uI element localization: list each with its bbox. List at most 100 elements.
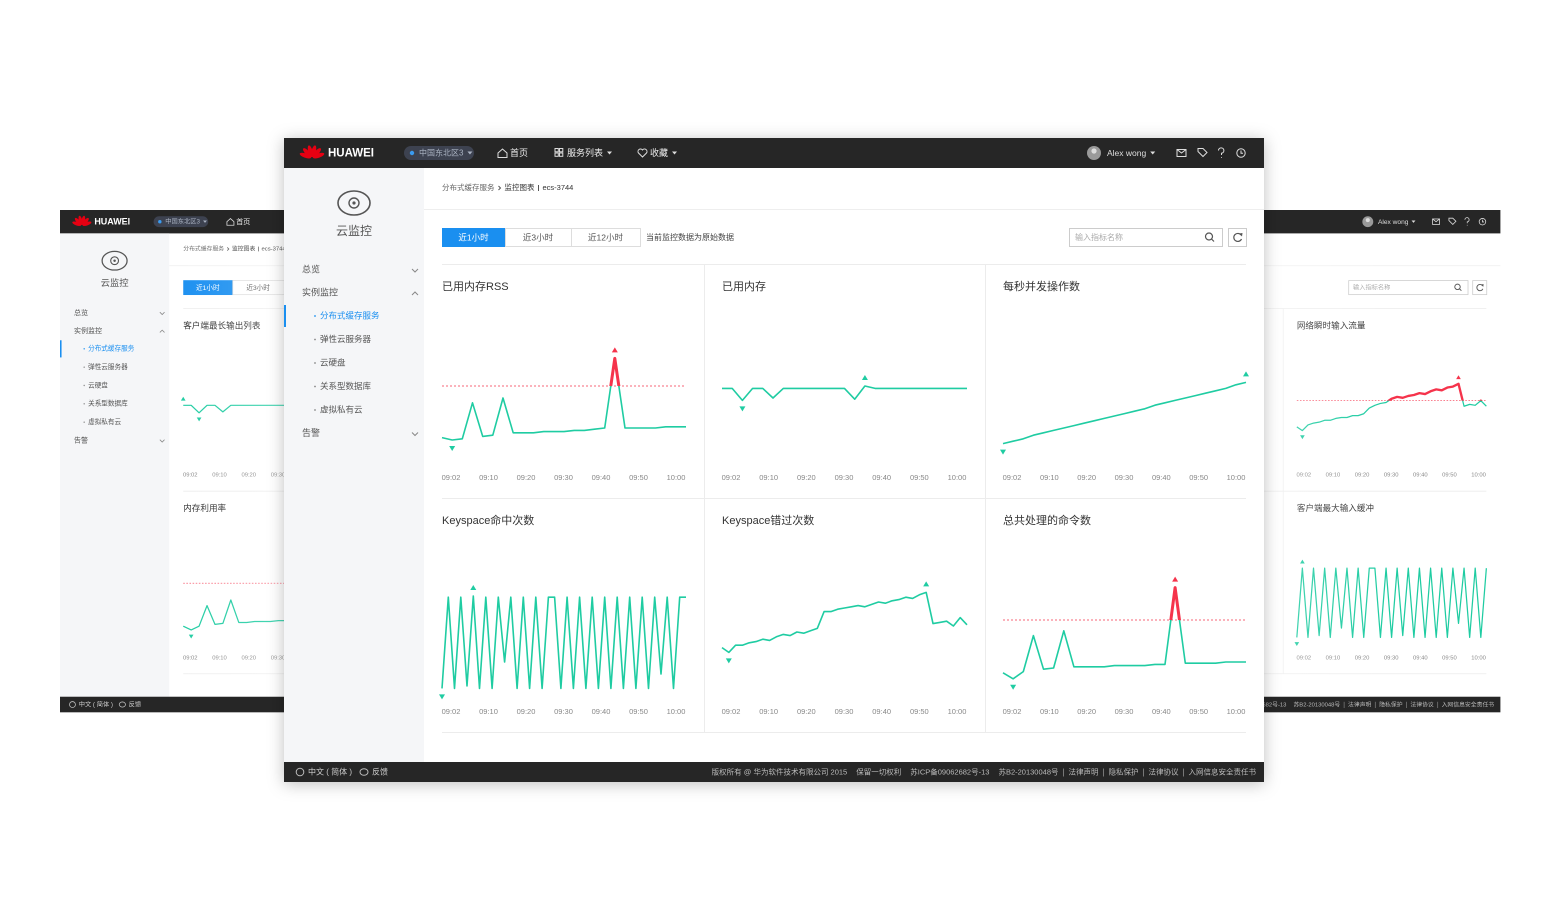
nav-item[interactable]: 收藏 <box>650 147 668 158</box>
menu-item[interactable]: 实例监控 <box>74 326 102 335</box>
panel-title: 每秒并发操作数 <box>1003 279 1080 293</box>
time-tick-label: 09:10 <box>479 473 498 482</box>
home-icon <box>497 148 508 158</box>
clock-icon[interactable] <box>1478 218 1487 226</box>
tag-icon[interactable] <box>1197 148 1208 158</box>
breadcrumb-item[interactable]: 分布式缓存服务 <box>442 182 495 192</box>
submenu-item[interactable]: 关系型数据库 <box>88 399 128 408</box>
max-marker <box>1243 371 1249 377</box>
time-tick-label: 09:02 <box>722 473 741 482</box>
submenu-item[interactable]: 云硬盘 <box>88 380 108 389</box>
time-tick-label: 09:02 <box>442 707 461 716</box>
submenu-item[interactable]: 弹性云服务器 <box>320 334 372 344</box>
time-tick-label: 09:20 <box>517 473 536 482</box>
region-pill[interactable] <box>153 216 209 228</box>
menu-item[interactable]: 实例监控 <box>302 286 338 297</box>
menu-chevron <box>159 311 165 316</box>
logo-petal <box>82 217 89 226</box>
search-box[interactable] <box>1069 228 1223 247</box>
time-tick-label: 10:00 <box>667 707 686 716</box>
time-tick-label: 09:10 <box>1040 707 1059 716</box>
mail-icon[interactable] <box>1432 218 1440 225</box>
feedback-icon <box>359 768 369 776</box>
metric-line <box>1002 586 1246 680</box>
clock-icon[interactable] <box>1236 148 1246 158</box>
menu-item[interactable]: 总览 <box>74 308 88 317</box>
menu-item[interactable]: 告警 <box>302 427 320 438</box>
time-tick-label: 09:02 <box>442 473 461 482</box>
submenu-item[interactable]: 虚拟私有云 <box>320 404 363 414</box>
globe-icon <box>69 701 76 708</box>
panel-title: Keyspace命中次数 <box>442 513 534 527</box>
footer-text[interactable]: 入网信息安全责任书 <box>1189 766 1257 776</box>
search-placeholder[interactable]: 输入指标名称 <box>1075 232 1123 242</box>
breadcrumb-item[interactable]: 监控图表 <box>505 182 535 192</box>
menu-dot <box>314 362 316 364</box>
eye-iris <box>110 256 120 266</box>
submenu-item[interactable]: 云硬盘 <box>320 357 346 367</box>
tab[interactable] <box>571 228 641 247</box>
time-tick-label: 09:20 <box>1077 473 1096 482</box>
nav-icon <box>637 148 648 158</box>
help-icon[interactable] <box>1464 217 1470 226</box>
panel-title: 总共处理的命令数 <box>1003 513 1091 527</box>
metric-line <box>1002 381 1247 445</box>
tag-icon[interactable] <box>1448 217 1457 225</box>
user-name[interactable]: Alex wong <box>1378 219 1409 226</box>
nav-icon <box>226 218 235 226</box>
tab-label[interactable]: 近1小时 <box>458 232 489 242</box>
footer-text[interactable]: 法律声明 <box>1348 700 1372 708</box>
time-tick-label: 09:50 <box>629 473 648 482</box>
footer-text[interactable]: 隐私保护 <box>1109 766 1139 776</box>
logo-petal <box>299 152 312 159</box>
help-icon[interactable] <box>1218 147 1225 158</box>
nav-item[interactable]: 服务列表 <box>567 147 603 158</box>
submenu-item[interactable]: 关系型数据库 <box>320 381 372 391</box>
time-tick-label: 10:00 <box>948 473 967 482</box>
time-tick-label: 09:40 <box>1413 473 1428 479</box>
min-marker <box>1000 449 1006 455</box>
menu-item[interactable]: 总览 <box>302 263 320 274</box>
footer-link[interactable]: 反馈 <box>129 701 141 709</box>
footer-text[interactable]: 入网信息安全责任书 <box>1442 700 1495 708</box>
footer-text[interactable]: 法律协议 <box>1149 766 1179 776</box>
footer-text[interactable]: 法律声明 <box>1069 766 1099 776</box>
time-tick-label: 09:50 <box>1189 473 1208 482</box>
footer-link[interactable]: 中文 ( 简体 ) <box>308 767 352 777</box>
footer-link[interactable]: 中文 ( 简体 ) <box>79 701 113 709</box>
time-tick-label: 09:20 <box>797 707 816 716</box>
nav-icon <box>554 148 564 157</box>
footer-text[interactable]: 法律协议 <box>1410 700 1434 708</box>
mail-icon[interactable] <box>1176 149 1187 157</box>
time-tick-label: 09:10 <box>759 707 778 716</box>
region[interactable]: 中国东北区3 <box>419 148 464 158</box>
time-tick-label: 09:02 <box>722 707 741 716</box>
panel-title: 已用内存 <box>722 279 766 293</box>
submenu-item[interactable]: 虚拟私有云 <box>88 417 121 426</box>
home-icon <box>226 218 235 226</box>
panel-title: 已用内存RSS <box>442 279 509 293</box>
min-marker <box>1010 684 1017 690</box>
time-tick-label: 10:00 <box>1471 473 1486 479</box>
tab-label[interactable]: 近12小时 <box>588 232 623 242</box>
nav-item[interactable]: 首页 <box>510 147 528 158</box>
menu-chevron <box>411 432 419 437</box>
logo <box>299 145 325 159</box>
footer-link[interactable]: 反馈 <box>372 767 388 777</box>
refresh-button[interactable] <box>1472 280 1488 296</box>
metric-line <box>722 385 967 402</box>
menu-item[interactable]: 告警 <box>74 435 88 444</box>
region[interactable]: 中国东北区3 <box>165 218 200 226</box>
user-name[interactable]: Alex wong <box>1107 148 1146 158</box>
nav-item[interactable]: 首页 <box>236 217 250 226</box>
submenu-item[interactable]: 分布式缓存服务 <box>88 344 135 353</box>
region-pill[interactable] <box>404 146 474 160</box>
refresh-button[interactable] <box>1228 228 1247 247</box>
submenu-item[interactable]: 分布式缓存服务 <box>320 310 380 320</box>
menu-chevron <box>159 329 165 333</box>
tab-label[interactable]: 近3小时 <box>523 232 554 242</box>
footer-text[interactable]: 隐私保护 <box>1379 700 1403 708</box>
time-tick-label: 10:00 <box>948 707 967 716</box>
submenu-item[interactable]: 弹性云服务器 <box>88 362 128 371</box>
caret <box>672 151 678 155</box>
